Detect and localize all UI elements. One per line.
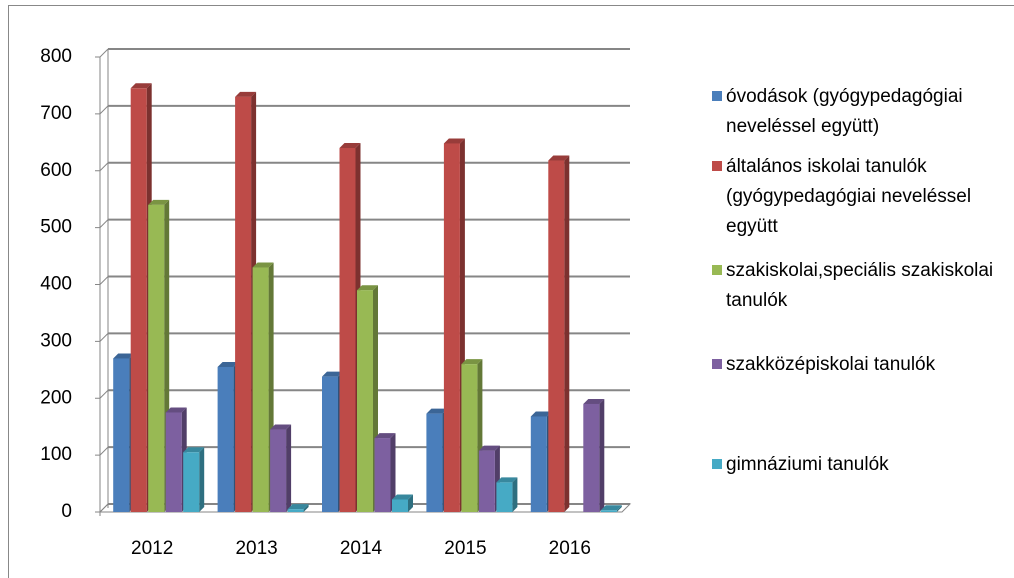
legend-label: szakközépiskolai tanulók: [726, 354, 936, 375]
bar: [270, 429, 287, 512]
bar-top: [235, 91, 257, 97]
bar: [426, 413, 443, 512]
grid-line-side: [99, 333, 109, 342]
x-tick-label: 2016: [549, 538, 591, 559]
bar: [443, 143, 460, 512]
bar-side: [564, 155, 570, 512]
grid-line-side: [99, 162, 109, 172]
legend-swatch: [712, 161, 722, 171]
bar: [548, 160, 565, 512]
legend-label: általános iskolai tanulók (gyógypedagógi…: [726, 156, 972, 237]
bar-top: [583, 398, 605, 404]
y-tick-label: 600: [40, 160, 72, 181]
legend-swatch: [712, 265, 722, 275]
bar-top: [113, 353, 135, 359]
x-tick-label: 2013: [235, 538, 277, 559]
bar-top: [426, 408, 448, 414]
bar-top: [530, 411, 552, 417]
bar-side: [616, 505, 622, 512]
chart-border: [8, 5, 1014, 578]
bar-top: [165, 407, 187, 413]
bar-top: [252, 262, 274, 268]
x-tick-label: 2014: [340, 538, 383, 559]
grid-line-side: [99, 219, 109, 228]
bar: [496, 482, 513, 512]
bar-side: [286, 424, 292, 512]
y-tick-label: 300: [40, 330, 72, 351]
bar-top: [548, 155, 570, 161]
bar-top: [357, 285, 378, 291]
bar-top: [600, 505, 622, 511]
legend-label: szakiskolai,speciális szakiskolai tanuló…: [726, 260, 994, 311]
bar: [478, 450, 495, 512]
bar: [357, 290, 373, 512]
y-tick-label: 800: [40, 46, 72, 67]
bar: [148, 204, 165, 512]
bar-side: [599, 398, 605, 512]
y-tick-label: 400: [40, 274, 72, 295]
x-tick-label: 2012: [131, 538, 173, 559]
grid-line-side: [99, 48, 109, 58]
grid-line-side: [99, 389, 109, 399]
bar-top: [478, 445, 500, 451]
legend-label: óvodások (gyógypedagógiai neveléssel egy…: [726, 86, 963, 137]
legend-entry: szakközépiskolai tanulók: [712, 350, 1007, 380]
bar: [322, 376, 338, 512]
bar: [217, 366, 234, 512]
bar: [374, 438, 391, 512]
bar-top: [461, 359, 483, 365]
legend-entry: óvodások (gyógypedagógiai neveléssel egy…: [712, 82, 1007, 142]
bar: [339, 148, 356, 512]
bar-top: [322, 371, 343, 377]
legend-swatch: [712, 459, 722, 469]
bar-side: [408, 494, 413, 512]
bar: [130, 88, 147, 512]
bar: [287, 509, 304, 512]
bar: [252, 267, 269, 512]
bar: [600, 510, 617, 512]
bar: [530, 416, 547, 512]
bar: [461, 364, 478, 512]
legend-entry: gimnáziumi tanulók: [712, 450, 1007, 480]
legend-entry: szakiskolai,speciális szakiskolai tanuló…: [712, 256, 1007, 316]
legend-label: gimnáziumi tanulók: [726, 454, 889, 475]
bar-side: [199, 447, 205, 512]
bar-top: [270, 424, 292, 430]
y-tick-label: 200: [40, 387, 72, 408]
bar: [113, 358, 130, 512]
bar-top: [148, 199, 170, 205]
bar-top: [130, 83, 152, 89]
bar-top: [496, 477, 518, 483]
bar-top: [217, 361, 239, 367]
legend-swatch: [712, 91, 722, 101]
bar: [183, 452, 200, 512]
grid-line-side: [99, 276, 109, 285]
bar: [392, 499, 408, 512]
bar: [583, 403, 600, 512]
x-tick-label: 2015: [444, 538, 486, 559]
legend-swatch: [712, 359, 722, 369]
bar-top: [339, 143, 361, 148]
y-tick-label: 500: [40, 217, 72, 238]
legend-entry: általános iskolai tanulók (gyógypedagógi…: [712, 152, 1007, 242]
grid-line-side: [99, 446, 109, 456]
bar-side: [390, 433, 396, 512]
bar-top: [183, 447, 205, 453]
bar-side: [512, 477, 518, 512]
bar-top: [443, 138, 465, 144]
y-tick-label: 100: [40, 444, 72, 465]
grid-line-side: [99, 105, 109, 115]
bar-top: [392, 494, 413, 500]
bar-side: [303, 504, 309, 512]
bar-top: [287, 504, 309, 510]
y-tick-label: 700: [40, 103, 72, 124]
bar: [165, 412, 182, 512]
bar-top: [374, 433, 396, 439]
bar: [235, 96, 252, 512]
y-tick-label: 0: [61, 501, 72, 522]
